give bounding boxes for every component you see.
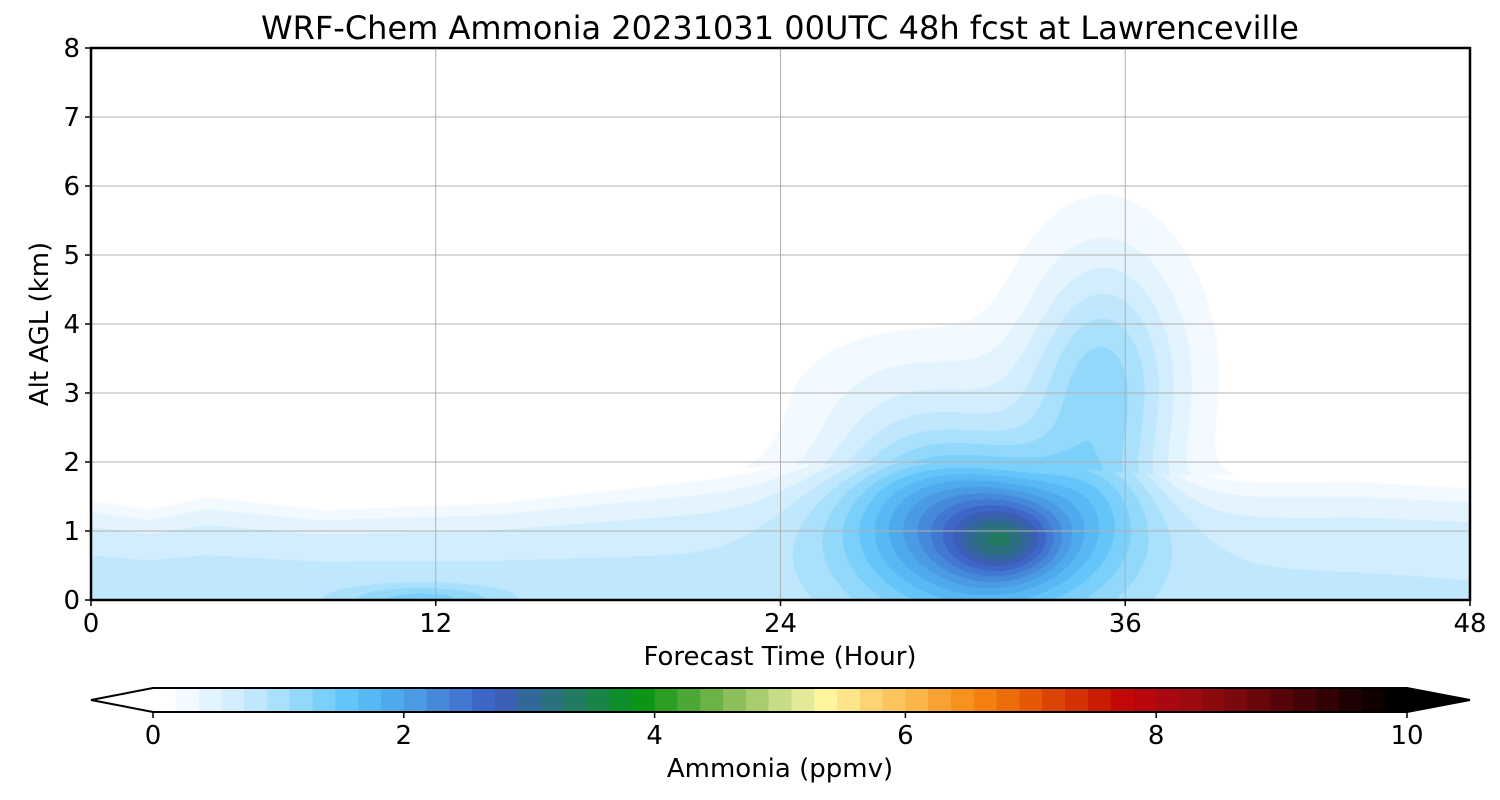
colorbar-swatch — [700, 688, 724, 712]
colorbar-extend-low — [91, 688, 153, 712]
colorbar-swatch — [472, 688, 496, 712]
colorbar-swatch — [175, 688, 200, 712]
colorbar-swatch — [745, 688, 770, 712]
colorbar-swatch — [1224, 688, 1248, 712]
colorbar-swatch — [1293, 688, 1317, 712]
colorbar-swatch — [1133, 688, 1157, 712]
colorbar-swatch — [1338, 688, 1362, 712]
colorbar-swatch — [905, 688, 929, 712]
y-tick-label: 4 — [63, 310, 80, 340]
grid-lines — [91, 48, 1470, 600]
colorbar-swatch — [312, 688, 336, 712]
colorbar-swatch — [426, 688, 450, 712]
colorbar-swatch — [837, 688, 861, 712]
colorbar-swatch — [996, 688, 1020, 712]
colorbar-swatch — [1247, 688, 1271, 712]
colorbar-swatch — [586, 688, 610, 712]
colorbar-swatch — [768, 688, 792, 712]
x-tick-label: 36 — [1109, 609, 1142, 639]
colorbar-swatch — [723, 688, 747, 712]
y-tick-label: 6 — [63, 172, 80, 202]
colorbar-swatch — [791, 688, 815, 712]
colorbar-tick-label: 4 — [646, 721, 663, 751]
colorbar-swatch — [1087, 688, 1112, 712]
colorbar-swatch — [951, 688, 975, 712]
colorbar-tick-label: 10 — [1390, 721, 1423, 751]
colorbar-swatch — [335, 688, 359, 712]
colorbar-swatch — [654, 688, 678, 712]
y-tick-label: 5 — [63, 241, 80, 271]
colorbar-swatch — [1042, 688, 1066, 712]
colorbar-swatch — [221, 688, 245, 712]
y-tick-label: 2 — [63, 448, 80, 478]
colorbar-swatch — [1384, 688, 1408, 712]
colorbar-swatch — [814, 688, 838, 712]
x-tick-label: 0 — [83, 609, 100, 639]
colorbar-swatch — [563, 688, 587, 712]
colorbar-swatch — [289, 688, 314, 712]
colorbar-tick-label: 8 — [1148, 721, 1165, 751]
colorbar-swatch — [403, 688, 428, 712]
colorbar-swatch — [153, 688, 177, 712]
colorbar-swatch — [517, 688, 542, 712]
colorbar-swatch — [267, 688, 291, 712]
y-tick-label: 3 — [63, 379, 80, 409]
colorbar-swatch — [1179, 688, 1203, 712]
colorbar-swatch — [540, 688, 564, 712]
colorbar-swatch — [1156, 688, 1180, 712]
colorbar-swatch — [198, 688, 222, 712]
x-axis-label: Forecast Time (Hour) — [643, 642, 916, 672]
colorbar-swatch — [244, 688, 268, 712]
colorbar — [90, 687, 1471, 713]
colorbar-swatch — [1315, 688, 1340, 712]
colorbar-tick-label: 0 — [145, 721, 162, 751]
colorbar-swatch — [1201, 688, 1226, 712]
x-axis: 0 12 24 36 48 — [83, 600, 1487, 639]
colorbar-swatch — [1361, 688, 1385, 712]
y-axis: 0 1 2 3 4 5 6 7 8 — [63, 34, 91, 616]
y-axis-label: Alt AGL (km) — [25, 242, 55, 406]
chart-title: WRF-Chem Ammonia 20231031 00UTC 48h fcst… — [261, 9, 1299, 47]
colorbar-swatch — [677, 688, 701, 712]
colorbar-swatch — [973, 688, 998, 712]
colorbar-swatch — [928, 688, 952, 712]
colorbar-label: Ammonia (ppmv) — [667, 754, 893, 784]
colorbar-swatch — [1019, 688, 1043, 712]
colorbar-tick-label: 2 — [396, 721, 413, 751]
colorbar-swatch — [859, 688, 884, 712]
colorbar-swatch — [1065, 688, 1089, 712]
colorbar-swatch — [1110, 688, 1134, 712]
x-tick-label: 12 — [419, 609, 452, 639]
x-tick-label: 48 — [1453, 609, 1486, 639]
colorbar-tick-label: 6 — [897, 721, 914, 751]
colorbar-swatch — [609, 688, 633, 712]
y-tick-label: 7 — [63, 103, 80, 133]
colorbar-ticks: 0 2 4 6 8 10 — [145, 712, 1424, 751]
y-tick-label: 8 — [63, 34, 80, 64]
colorbar-swatch — [358, 688, 382, 712]
colorbar-swatch — [882, 688, 906, 712]
y-tick-label: 0 — [63, 586, 80, 616]
y-tick-label: 1 — [63, 517, 80, 547]
colorbar-swatch — [1270, 688, 1294, 712]
x-tick-label: 24 — [764, 609, 797, 639]
colorbar-swatch — [381, 688, 405, 712]
colorbar-swatch — [495, 688, 519, 712]
colorbar-swatch — [449, 688, 473, 712]
colorbar-extend-high — [1407, 688, 1470, 712]
colorbar-swatch — [631, 688, 656, 712]
